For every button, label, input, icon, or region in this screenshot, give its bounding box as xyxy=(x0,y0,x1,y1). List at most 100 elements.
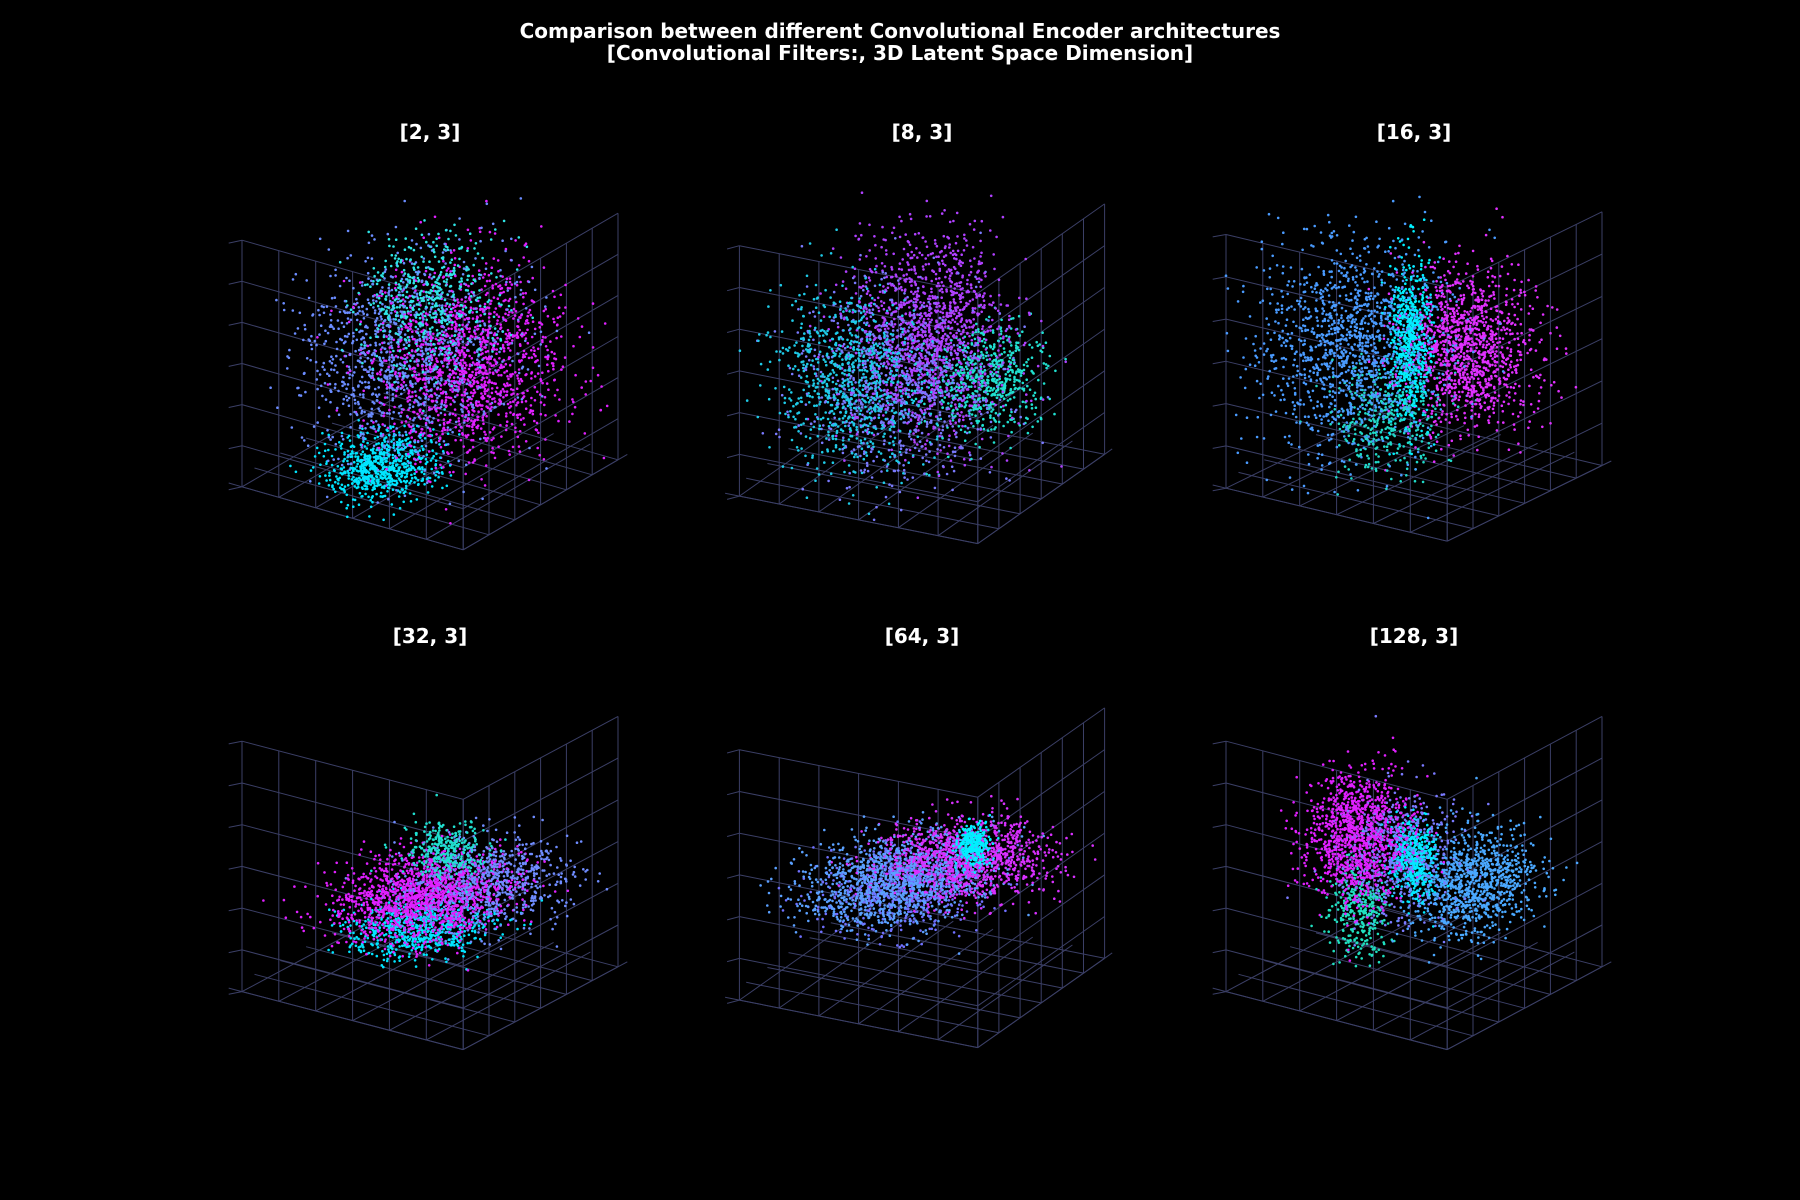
scatter-point xyxy=(589,379,592,383)
scatter-point xyxy=(420,470,424,474)
scatter-point xyxy=(342,397,346,401)
scatter-point xyxy=(439,313,443,316)
scatter-point xyxy=(917,275,920,279)
scatter-point xyxy=(998,381,1002,385)
scatter-point xyxy=(378,370,382,374)
scatter-point xyxy=(483,387,487,391)
scatter-point xyxy=(291,278,295,281)
scatter-point xyxy=(507,313,510,317)
scatter-point xyxy=(989,420,993,424)
scatter-point xyxy=(382,471,385,474)
scatter-point xyxy=(1032,372,1035,375)
scatter-point xyxy=(812,338,815,342)
scatter-point xyxy=(449,284,453,288)
scatter-point xyxy=(444,228,448,232)
scatter-point xyxy=(400,364,404,367)
scatter-point xyxy=(482,410,486,413)
scatter-point xyxy=(1064,357,1067,361)
scatter-point xyxy=(490,266,494,269)
scatter-point xyxy=(353,398,357,402)
scatter-point xyxy=(459,438,463,442)
scatter-point xyxy=(910,268,913,271)
scatter-point xyxy=(449,428,452,432)
scatter-point xyxy=(432,332,435,336)
scatter-point xyxy=(386,426,390,430)
scatter-point xyxy=(315,343,318,347)
scatter-point xyxy=(457,312,461,316)
scatter-point xyxy=(361,304,364,308)
scatter-point xyxy=(539,330,543,334)
scatter-point xyxy=(442,333,445,337)
scatter-point xyxy=(440,471,444,474)
scatter-point xyxy=(450,380,454,383)
scatter-point xyxy=(404,317,408,320)
scatter-point xyxy=(539,377,542,381)
scatter-point xyxy=(453,395,457,398)
scatter-point xyxy=(942,361,945,365)
scatter-point xyxy=(970,385,973,388)
scatter-point xyxy=(404,326,408,329)
scatter-point xyxy=(486,334,489,337)
scatter-point xyxy=(426,342,430,346)
scatter-point xyxy=(346,371,350,375)
scatter-point xyxy=(453,223,456,227)
scatter-point xyxy=(947,444,951,448)
scatter-point xyxy=(419,220,422,224)
scatter-point xyxy=(418,301,421,304)
scatter-point xyxy=(360,453,363,456)
scatter-point xyxy=(411,367,414,370)
scatter-point xyxy=(405,290,409,294)
scatter-point xyxy=(443,428,447,432)
scatter-point xyxy=(1047,364,1050,368)
scatter-point xyxy=(859,253,862,257)
scatter-point xyxy=(449,319,453,322)
scatter-point xyxy=(427,369,430,373)
scatter-point xyxy=(436,406,439,410)
scatter-point xyxy=(312,425,316,428)
scatter-point xyxy=(356,462,359,466)
scatter-point xyxy=(970,361,973,364)
scatter-point xyxy=(441,432,444,436)
scatter-point xyxy=(944,325,947,328)
scatter-point xyxy=(454,414,457,417)
scatter-point xyxy=(419,457,423,461)
scatter-point xyxy=(421,411,424,415)
scatter-point xyxy=(383,457,387,461)
scatter-point xyxy=(473,363,477,366)
scatter-point xyxy=(1003,387,1006,391)
scatter-point xyxy=(405,356,409,359)
scatter-point xyxy=(467,403,470,407)
scatter-point xyxy=(409,440,412,444)
scatter-point xyxy=(965,414,968,417)
scatter-point xyxy=(342,325,346,328)
scatter-point xyxy=(560,335,563,338)
scatter-point xyxy=(906,369,909,373)
scatter-point xyxy=(335,409,339,412)
scatter-point xyxy=(975,366,979,370)
scatter-point xyxy=(464,472,468,476)
scatter-point xyxy=(440,400,444,403)
scatter-point xyxy=(407,395,411,398)
scatter-point xyxy=(355,328,358,331)
scatter-point xyxy=(470,295,473,298)
scatter-point xyxy=(480,345,483,348)
scatter-point xyxy=(435,376,439,380)
scatter-point xyxy=(399,387,403,390)
scatter-point xyxy=(343,488,346,492)
scatter-point xyxy=(332,458,335,461)
scatter-point xyxy=(360,337,363,341)
scatter-point xyxy=(968,325,971,329)
scatter-point xyxy=(501,330,505,333)
scatter-point xyxy=(971,333,974,337)
scatter-point xyxy=(924,311,927,315)
scatter-point xyxy=(526,328,529,332)
grid-line xyxy=(937,445,1066,537)
scatter-point xyxy=(433,304,437,307)
scatter-point xyxy=(391,383,394,386)
scatter-point xyxy=(411,319,415,322)
scatter-point xyxy=(383,319,386,323)
scatter-point xyxy=(430,337,433,340)
scatter-point xyxy=(403,424,406,428)
scatter-point xyxy=(355,477,358,480)
scatter-point xyxy=(425,294,428,298)
